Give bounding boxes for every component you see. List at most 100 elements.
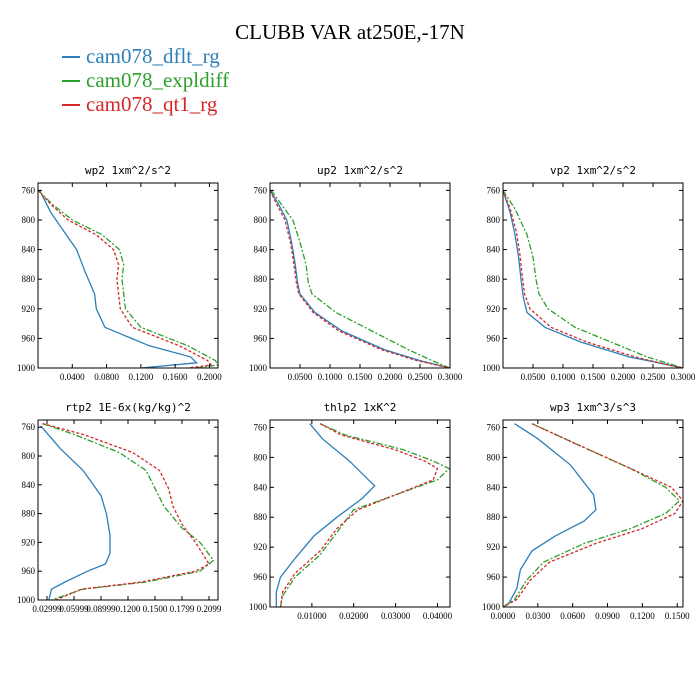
series-line [503, 190, 683, 368]
y-tick-label: 760 [487, 422, 501, 432]
x-tick-label: 0.01000 [297, 611, 327, 621]
x-tick-label: 0.02000 [339, 611, 369, 621]
series-line [279, 423, 439, 607]
x-tick-label: 0.04000 [423, 611, 453, 621]
x-tick-label: 0.3000 [438, 372, 463, 382]
page-title: CLUBB VAR at250E,-17N [235, 20, 465, 44]
y-tick-label: 800 [254, 452, 268, 462]
y-tick-label: 960 [22, 333, 36, 343]
chart-panel: up2 1xm^2/s^2 760 800 840 880 920 960 1000 0.050… [249, 164, 463, 382]
y-tick-label: 960 [487, 333, 501, 343]
y-tick-label: 920 [487, 542, 501, 552]
y-tick-label: 1000 [249, 602, 268, 612]
x-tick-label: 0.05999 [59, 604, 89, 614]
panel-title: vp2 1xm^2/s^2 [550, 164, 636, 177]
panel-title: wp3 1xm^3/s^3 [550, 401, 636, 414]
x-tick-label: 0.0900 [595, 611, 620, 621]
legend-label: cam078_qt1_rg [86, 92, 218, 116]
series-line [39, 190, 199, 368]
chart-panel: thlp2 1xK^2 760 800 840 880 920 960 1000 0.01000… [249, 401, 453, 621]
legend-swatch [62, 56, 80, 58]
panel-title: thlp2 1xK^2 [324, 401, 397, 414]
y-tick-label: 880 [22, 274, 36, 284]
y-tick-label: 760 [254, 185, 268, 195]
y-tick-label: 1000 [17, 363, 36, 373]
series-line [270, 190, 450, 368]
panel-title: rtp2 1E-6x(kg/kg)^2 [65, 401, 191, 414]
y-tick-label: 840 [22, 245, 36, 255]
legend-entry: cam078_expldiff [62, 68, 229, 92]
x-tick-label: 0.1000 [318, 372, 343, 382]
series-line [279, 423, 450, 607]
y-tick-label: 800 [487, 452, 501, 462]
x-tick-label: 0.1200 [128, 372, 153, 382]
legend-swatch [62, 104, 80, 106]
panel-title: wp2 1xm^2/s^2 [85, 164, 171, 177]
x-tick-label: 0.08999 [86, 604, 116, 614]
series-line [503, 423, 683, 607]
y-tick-label: 1000 [17, 595, 36, 605]
x-tick-label: 0.02999 [32, 604, 62, 614]
y-tick-label: 880 [254, 274, 268, 284]
panel-title: up2 1xm^2/s^2 [317, 164, 403, 177]
series-line [38, 189, 218, 368]
x-tick-label: 0.0300 [525, 611, 550, 621]
legend-label: cam078_expldiff [86, 68, 230, 92]
y-tick-label: 1000 [482, 602, 501, 612]
y-tick-label: 760 [487, 185, 501, 195]
x-tick-label: 0.2000 [611, 372, 636, 382]
x-tick-label: 0.2099 [197, 604, 222, 614]
y-tick-label: 920 [22, 537, 36, 547]
x-tick-label: 0.1600 [163, 372, 188, 382]
y-tick-label: 840 [487, 482, 501, 492]
y-tick-label: 1000 [482, 363, 501, 373]
x-tick-label: 0.1500 [665, 611, 690, 621]
plot-frame [502, 182, 684, 369]
y-tick-label: 880 [22, 509, 36, 519]
y-tick-label: 960 [254, 333, 268, 343]
plot-frame [269, 419, 451, 608]
series-line [40, 425, 111, 600]
x-tick-label: 0.03000 [381, 611, 411, 621]
x-tick-label: 0.1200 [630, 611, 655, 621]
y-tick-label: 840 [487, 245, 501, 255]
y-tick-label: 880 [254, 512, 268, 522]
y-tick-label: 920 [22, 304, 36, 314]
series-line [42, 422, 215, 600]
x-tick-label: 0.0500 [521, 372, 546, 382]
y-tick-label: 800 [22, 451, 36, 461]
x-tick-label: 0.2000 [378, 372, 403, 382]
y-tick-label: 760 [22, 422, 36, 432]
y-tick-label: 880 [487, 512, 501, 522]
legend-entry: cam078_qt1_rg [62, 92, 229, 116]
y-tick-label: 1000 [249, 363, 268, 373]
series-line [503, 190, 683, 368]
x-tick-label: 0.0000 [491, 611, 516, 621]
x-tick-label: 0.0500 [288, 372, 313, 382]
y-tick-label: 800 [254, 215, 268, 225]
chart-panel: vp2 1xm^2/s^2 760 800 840 880 920 960 1000 0.050… [482, 164, 696, 382]
x-tick-label: 0.0800 [94, 372, 119, 382]
legend-label: cam078_dflt_rg [86, 44, 220, 68]
x-tick-label: 0.1500 [581, 372, 606, 382]
plot-frame [37, 182, 219, 369]
series-line [42, 422, 210, 600]
y-tick-label: 880 [487, 274, 501, 284]
x-tick-label: 0.0400 [60, 372, 85, 382]
series-line [270, 190, 450, 368]
x-tick-label: 0.2500 [641, 372, 666, 382]
y-tick-label: 840 [22, 480, 36, 490]
y-tick-label: 760 [254, 422, 268, 432]
chart-panel: wp2 1xm^2/s^2 760 800 840 880 920 960 1000 0.040… [17, 164, 222, 382]
x-tick-label: 0.1500 [143, 604, 168, 614]
x-tick-label: 0.1500 [348, 372, 373, 382]
series-line [270, 190, 450, 368]
x-tick-label: 0.3000 [671, 372, 696, 382]
x-tick-label: 0.0600 [560, 611, 585, 621]
x-tick-label: 0.1200 [116, 604, 141, 614]
y-tick-label: 960 [254, 572, 268, 582]
y-tick-label: 840 [254, 482, 268, 492]
series-line [275, 423, 376, 607]
legend: cam078_dflt_rg cam078_expldiff cam078_qt… [62, 44, 229, 116]
series-line [503, 423, 597, 607]
